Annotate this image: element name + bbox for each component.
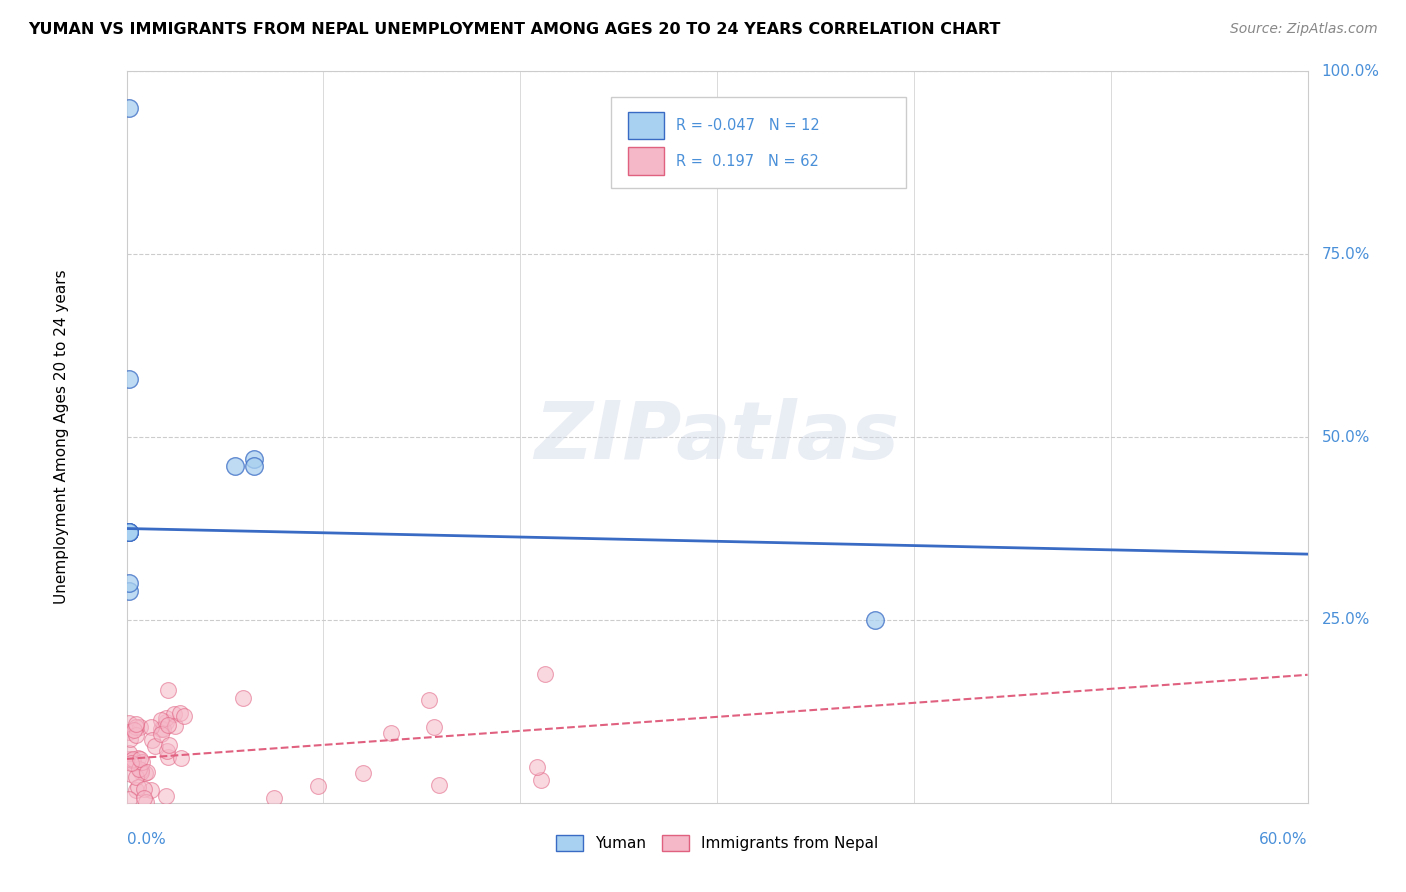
Text: Source: ZipAtlas.com: Source: ZipAtlas.com [1230,22,1378,37]
Point [121,756,143,771]
Point [165,718,187,732]
Point [117,725,139,739]
Point [125,728,148,742]
Text: R = -0.047   N = 12: R = -0.047 N = 12 [676,118,820,133]
Point [131,755,153,769]
Point [117,525,139,540]
Point [530,773,553,788]
Point [380,725,402,739]
Point [128,720,150,734]
Point [169,750,191,764]
Point [155,715,177,730]
Point [173,709,195,723]
Point [125,770,148,784]
Point [155,789,177,804]
Point [156,744,179,758]
Text: 25.0%: 25.0% [1322,613,1369,627]
Point [132,781,155,796]
Point [124,717,146,731]
Point [117,715,139,730]
Point [863,613,886,627]
Point [141,733,163,747]
Point [141,720,163,734]
Point [232,690,254,705]
Text: 100.0%: 100.0% [1322,64,1379,78]
Legend: Yuman, Immigrants from Nepal: Yuman, Immigrants from Nepal [550,830,884,857]
Point [124,723,146,738]
Point [263,791,285,805]
Point [534,667,557,681]
Point [117,576,139,591]
Point [128,762,150,776]
Point [224,459,246,474]
Point [117,525,139,540]
Point [243,459,266,474]
Point [157,683,180,698]
Point [117,792,139,806]
Point [135,795,157,809]
Point [122,752,145,766]
Point [135,765,157,780]
Point [149,713,172,727]
Point [118,746,141,760]
Point [117,371,139,385]
FancyBboxPatch shape [628,112,664,139]
Point [129,763,152,777]
Point [127,751,149,765]
Point [129,752,152,766]
FancyBboxPatch shape [628,147,664,175]
Point [120,767,142,781]
Point [125,783,148,797]
Point [155,711,177,725]
Point [139,782,162,797]
Point [156,749,179,764]
Point [418,693,440,707]
Point [307,779,329,793]
Text: 75.0%: 75.0% [1322,247,1369,261]
Point [117,525,139,540]
Point [352,766,374,780]
Point [117,101,139,115]
Point [157,717,180,731]
Text: YUMAN VS IMMIGRANTS FROM NEPAL UNEMPLOYMENT AMONG AGES 20 TO 24 YEARS CORRELATIO: YUMAN VS IMMIGRANTS FROM NEPAL UNEMPLOYM… [28,22,1001,37]
Text: 60.0%: 60.0% [1260,832,1308,847]
Point [243,452,266,467]
Point [423,720,446,734]
Point [429,778,451,792]
Point [526,760,548,774]
Point [120,731,142,746]
Point [169,706,191,721]
Point [143,739,166,753]
Point [117,525,139,540]
Point [121,753,143,767]
Text: Unemployment Among Ages 20 to 24 years: Unemployment Among Ages 20 to 24 years [53,269,69,605]
Point [152,722,174,736]
Point [149,722,172,736]
Point [117,583,139,598]
Point [134,766,156,780]
Text: ZIPatlas: ZIPatlas [534,398,900,476]
Point [157,738,180,752]
Point [131,764,153,779]
Text: 50.0%: 50.0% [1322,430,1369,444]
Point [125,720,148,734]
Point [127,780,149,794]
Point [120,756,142,770]
Text: R =  0.197   N = 62: R = 0.197 N = 62 [676,153,818,169]
FancyBboxPatch shape [610,97,905,188]
Point [163,706,186,721]
Point [134,790,156,805]
Text: 0.0%: 0.0% [127,832,166,847]
Point [117,752,139,766]
Point [150,726,173,740]
